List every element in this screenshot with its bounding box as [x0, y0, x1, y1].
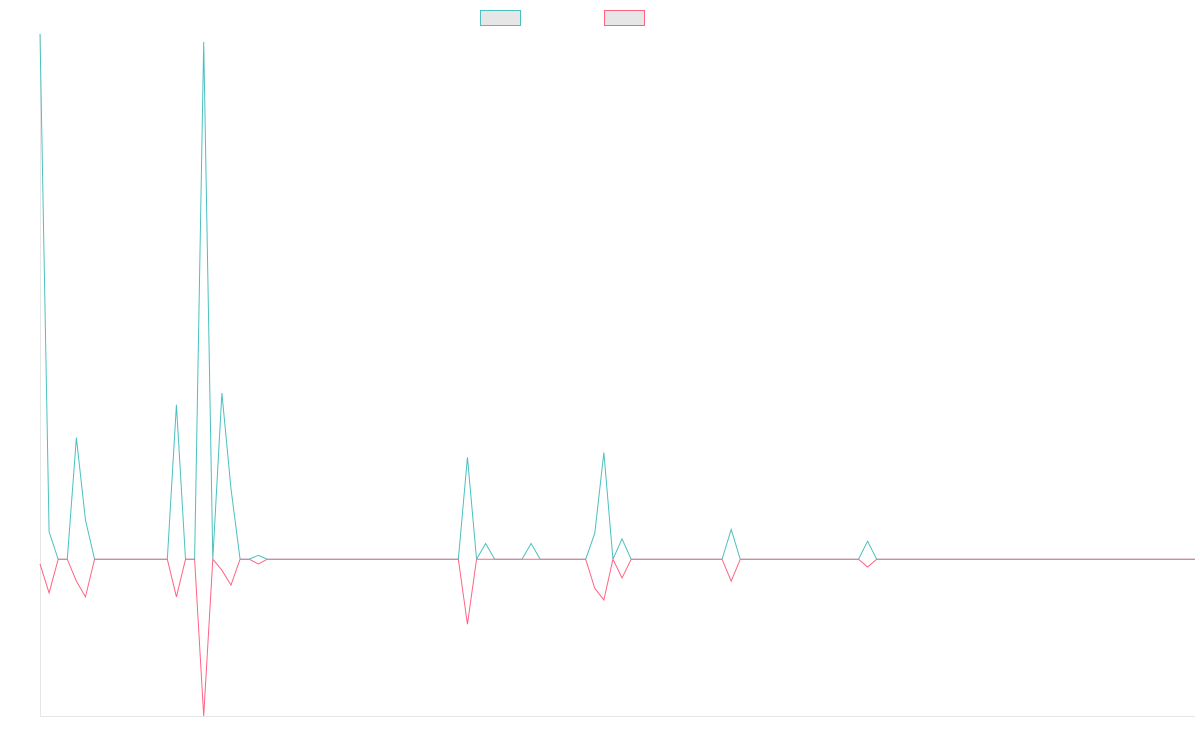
- legend-item-series-1[interactable]: [480, 10, 521, 26]
- series-line-1: [39, 33, 1195, 561]
- series-line-2: [39, 557, 1195, 717]
- legend-swatch-series-2[interactable]: [604, 10, 645, 26]
- legend-swatch-series-1[interactable]: [480, 10, 521, 26]
- legend-item-series-2[interactable]: [604, 10, 645, 26]
- legend[interactable]: [480, 10, 645, 26]
- series-layer: [39, 33, 1195, 717]
